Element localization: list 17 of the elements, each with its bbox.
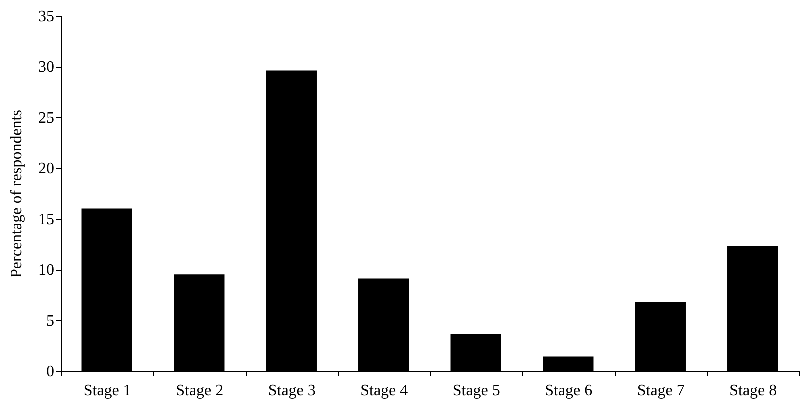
x-tick-label: Stage 7	[637, 382, 685, 400]
x-tick-label: Stage 1	[84, 382, 132, 400]
x-tick-label: Stage 8	[730, 382, 778, 400]
y-tick-label: 15	[38, 211, 54, 228]
y-tick-label: 0	[46, 364, 54, 380]
y-tick-label: 20	[38, 160, 54, 178]
y-tick-label: 25	[38, 110, 54, 127]
y-tick-label: 5	[46, 312, 54, 330]
x-tick-label: Stage 5	[452, 382, 500, 400]
x-tick-label: Stage 6	[545, 382, 593, 400]
x-tick-label: Stage 3	[268, 382, 316, 400]
x-tick-label: Stage 2	[176, 382, 224, 400]
y-tick-label: 30	[38, 59, 54, 76]
x-tick-label: Stage 4	[360, 382, 408, 400]
y-axis-title: Percentage of respondents	[8, 110, 26, 278]
y-tick-label: 10	[38, 262, 54, 280]
y-tick-label: 35	[38, 8, 54, 26]
